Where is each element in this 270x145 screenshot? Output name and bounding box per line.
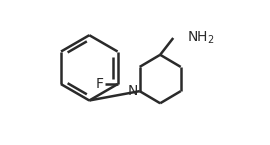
Text: NH$_2$: NH$_2$	[187, 30, 215, 46]
Text: F: F	[96, 77, 104, 91]
Text: N: N	[127, 84, 138, 98]
